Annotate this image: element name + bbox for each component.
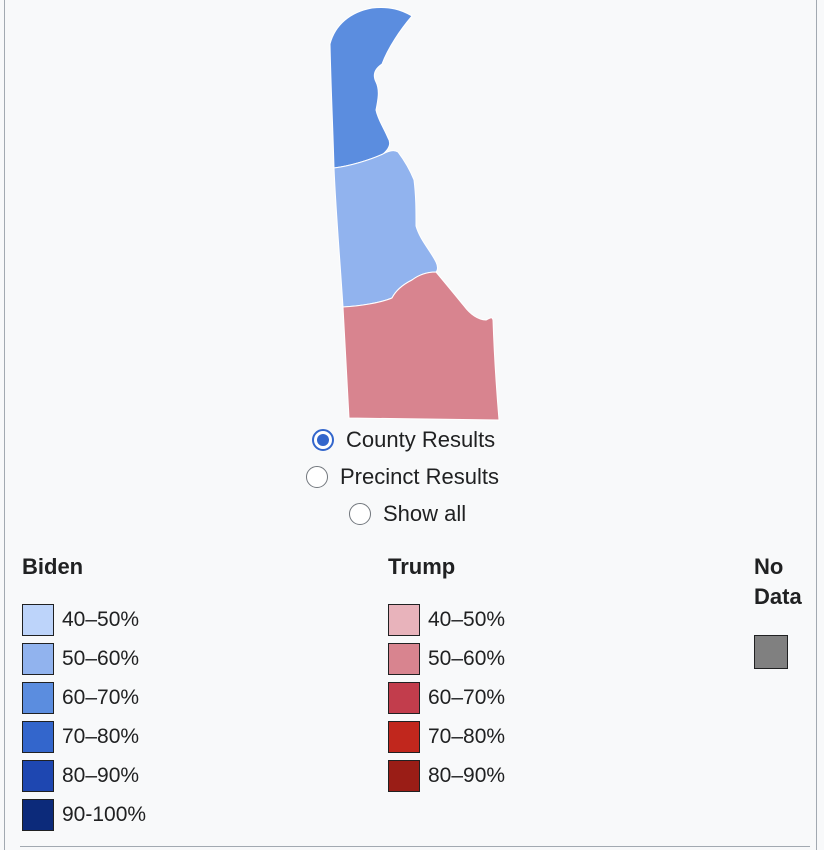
legend-label: 60–70% bbox=[62, 685, 140, 709]
radio-show-all[interactable]: Show all bbox=[349, 499, 466, 529]
legend-label: 80–90% bbox=[428, 763, 506, 787]
legend-biden-title: Biden bbox=[22, 554, 84, 579]
legend-no-data: No Data bbox=[754, 552, 814, 669]
legend-swatch bbox=[22, 798, 54, 831]
legend-item: 50–60% bbox=[22, 639, 146, 678]
legend-no-data-swatch bbox=[754, 635, 788, 669]
legend-label: 80–90% bbox=[62, 763, 140, 787]
legend-biden: Biden 40–50% 50–60% 60–70% 70–80% 80–90%… bbox=[22, 552, 146, 834]
legend-label: 50–60% bbox=[428, 646, 506, 670]
legend-swatch bbox=[22, 681, 54, 714]
legend-item: 60–70% bbox=[388, 678, 505, 717]
legend-label: 50–60% bbox=[62, 646, 140, 670]
radio-label-precinct[interactable]: Precinct Results bbox=[340, 464, 499, 489]
legend-label: 40–50% bbox=[428, 607, 506, 631]
legend-item: 70–80% bbox=[22, 717, 146, 756]
county-sussex[interactable] bbox=[342, 271, 500, 421]
legend-swatch bbox=[388, 720, 420, 753]
legend-item: 80–90% bbox=[22, 756, 146, 795]
legend-label: 90-100% bbox=[62, 802, 147, 826]
legend-swatch bbox=[388, 642, 420, 675]
legend-swatch bbox=[22, 759, 54, 792]
legend-label: 70–80% bbox=[62, 724, 140, 748]
legend-trump-title: Trump bbox=[388, 554, 456, 579]
radio-label-county[interactable]: County Results bbox=[346, 427, 496, 452]
legend-item: 40–50% bbox=[22, 600, 146, 639]
radio-county-results[interactable]: County Results bbox=[312, 425, 495, 455]
legend-item: 60–70% bbox=[22, 678, 146, 717]
radio-precinct-results[interactable]: Precinct Results bbox=[306, 462, 499, 492]
legend-item: 70–80% bbox=[388, 717, 505, 756]
legend-no-data-title-line2: Data bbox=[754, 584, 802, 609]
legend-swatch bbox=[22, 603, 54, 636]
bottom-divider bbox=[20, 846, 810, 847]
radio-label-show-all[interactable]: Show all bbox=[383, 501, 467, 526]
delaware-county-map bbox=[329, 7, 500, 421]
legend-trump: Trump 40–50% 50–60% 60–70% 70–80% 80–90% bbox=[388, 552, 505, 795]
legend-swatch bbox=[388, 681, 420, 714]
legend-no-data-title-line1: No bbox=[754, 554, 784, 579]
legend-item: 50–60% bbox=[388, 639, 505, 678]
legend-swatch bbox=[388, 603, 420, 636]
legend-swatch bbox=[388, 759, 420, 792]
legend-item: 90-100% bbox=[22, 795, 146, 834]
legend-item: 80–90% bbox=[388, 756, 505, 795]
legend-label: 60–70% bbox=[428, 685, 506, 709]
legend-swatch bbox=[22, 642, 54, 675]
county-new-castle[interactable] bbox=[329, 7, 413, 169]
legend-label: 70–80% bbox=[428, 724, 506, 748]
radio-button-show-all[interactable] bbox=[349, 503, 371, 525]
radio-button-precinct[interactable] bbox=[306, 466, 328, 488]
legend-swatch bbox=[22, 720, 54, 753]
legend-label: 40–50% bbox=[62, 607, 140, 631]
radio-button-county[interactable] bbox=[312, 429, 334, 451]
legend-item: 40–50% bbox=[388, 600, 505, 639]
